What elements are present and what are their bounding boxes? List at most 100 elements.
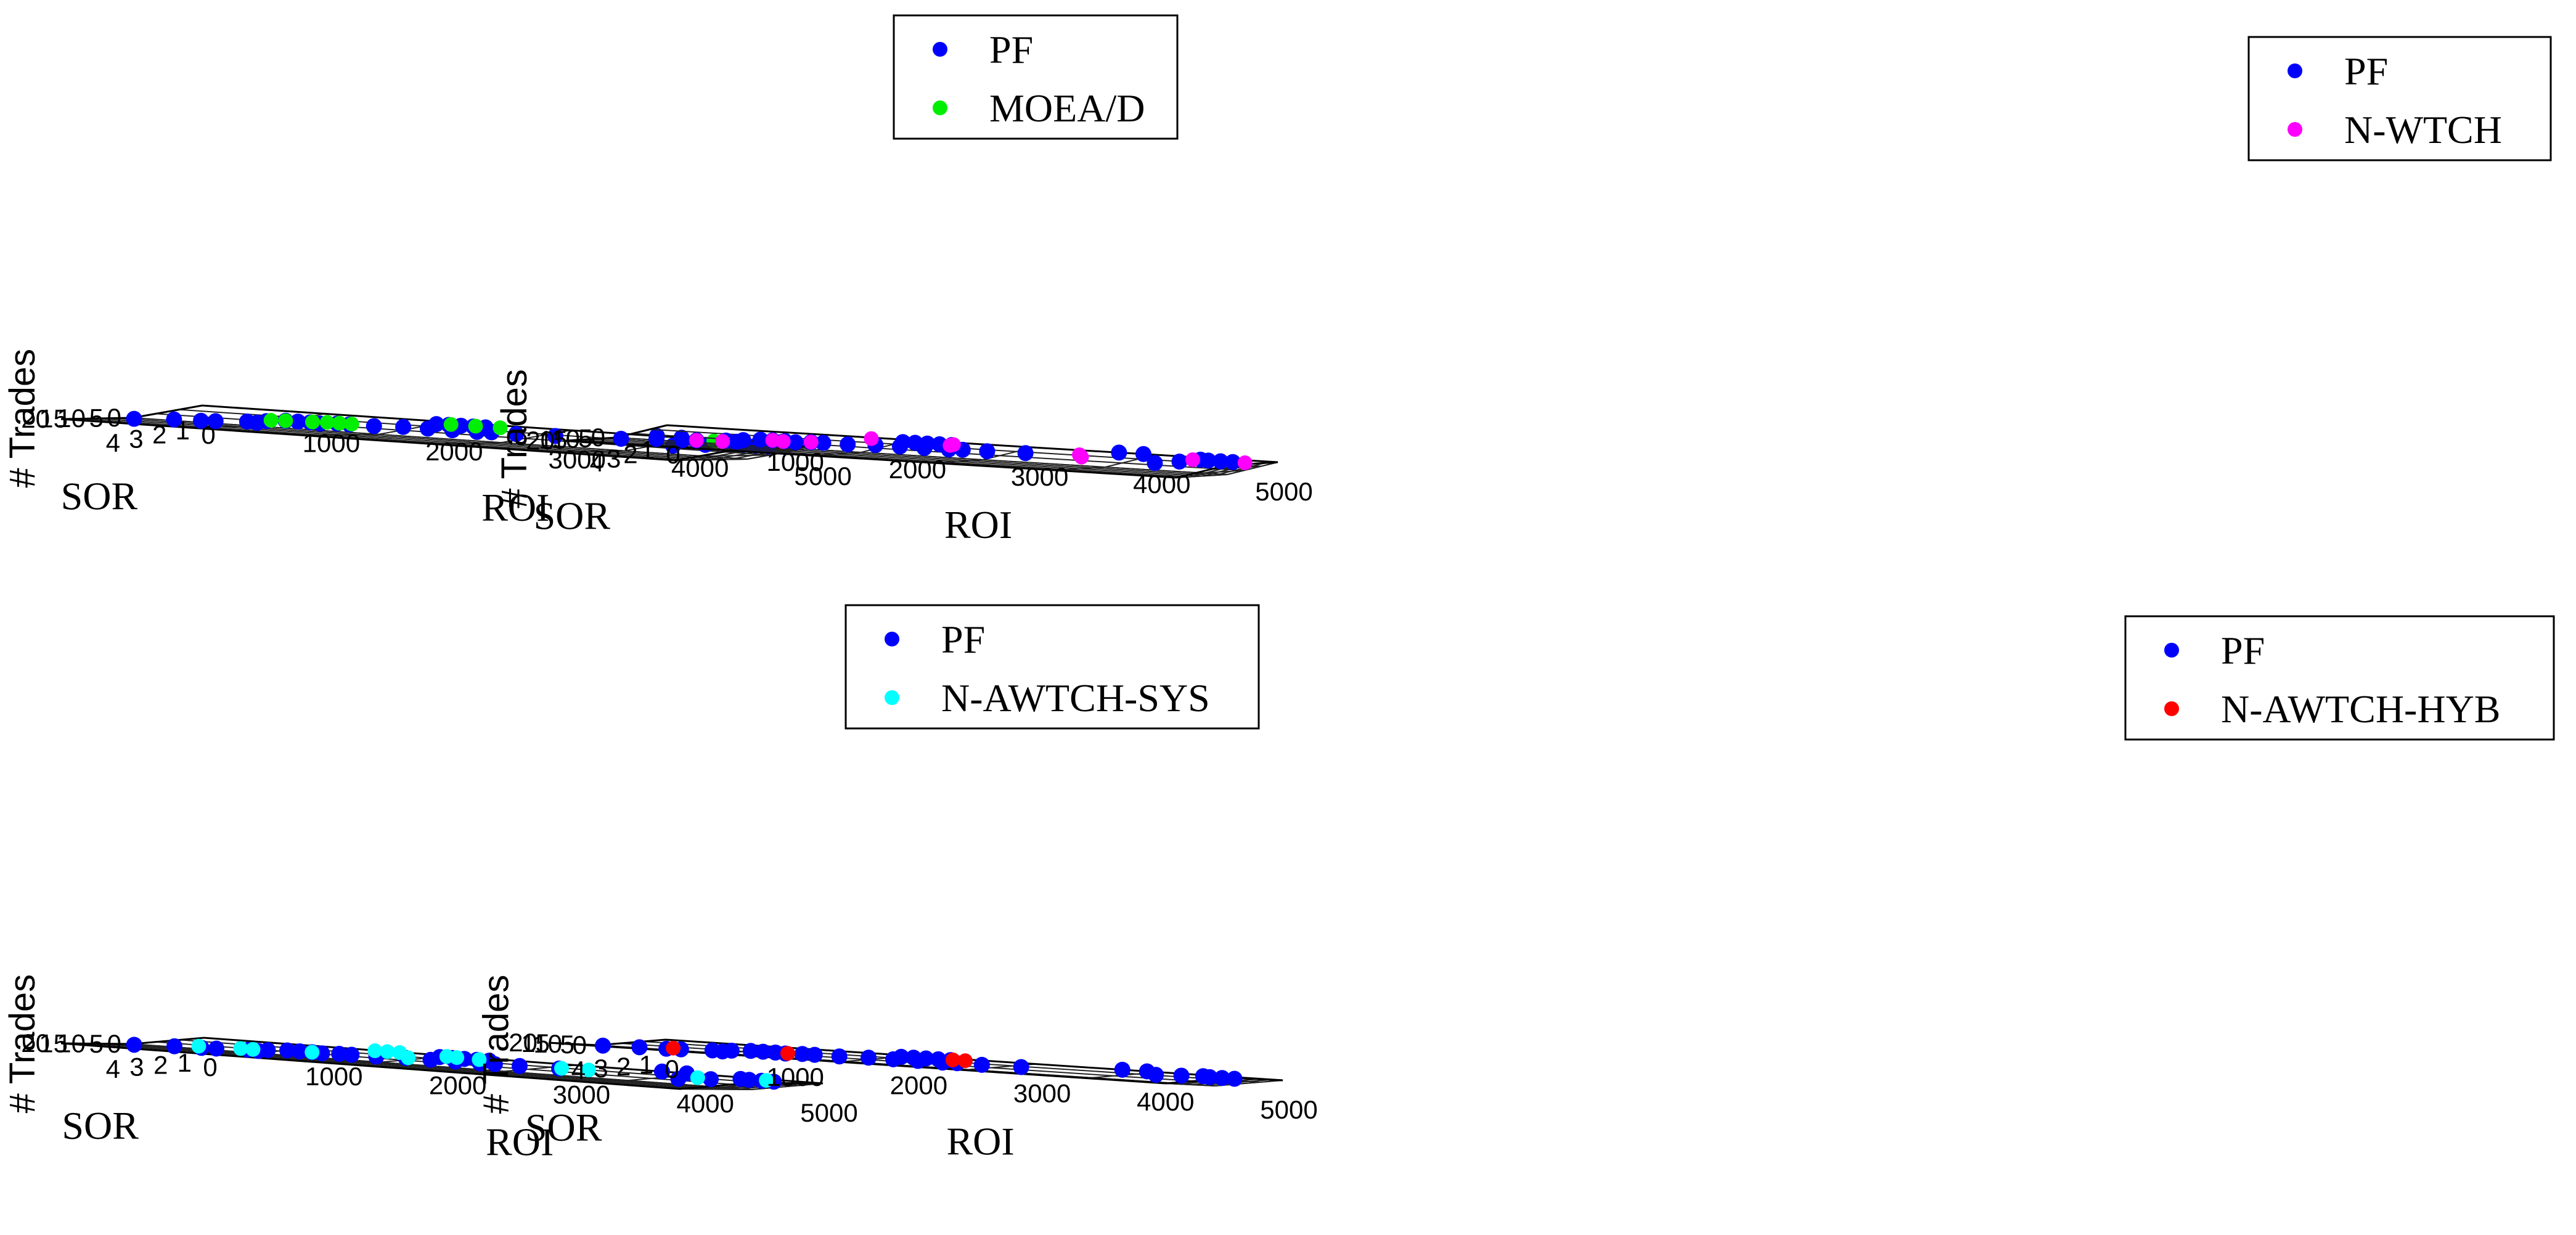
- data-point-n-awtch-hyb: [945, 1052, 960, 1067]
- legend: PF N-WTCH: [2247, 36, 2552, 161]
- x-axis-label: ROI: [944, 503, 1012, 547]
- legend-marker: [2164, 701, 2179, 716]
- z-axis-label: # Trades: [494, 369, 534, 508]
- legend-entry: N-WTCH: [2344, 108, 2502, 152]
- y-axis-label: SOR: [62, 1104, 139, 1147]
- data-point-pf: [723, 1042, 740, 1059]
- data-point-pf: [979, 443, 996, 460]
- data-point-pf: [1111, 444, 1127, 461]
- data-point-pf: [613, 430, 629, 447]
- y-tick-label: 1: [178, 1048, 192, 1077]
- y-tick-label: 2: [153, 1050, 168, 1079]
- z-axis-line: [60, 417, 133, 420]
- data-point-moea-d: [319, 415, 335, 430]
- data-point-pf: [861, 1050, 877, 1066]
- y-tick-label: 4: [106, 428, 120, 457]
- x-axis-line: [203, 1037, 824, 1085]
- data-point-pf: [815, 434, 832, 451]
- y-tick-label: 1: [639, 1050, 653, 1079]
- x-tick-label: 3000: [1011, 462, 1068, 491]
- data-point-pf: [1147, 455, 1163, 471]
- x-tick-label: 5000: [794, 462, 851, 491]
- legend-entry: N-AWTCH-SYS: [941, 676, 1210, 720]
- x-tick-label: 1000: [303, 428, 360, 457]
- data-point-pf: [831, 1048, 848, 1065]
- data-point-n-awtch-sys: [439, 1049, 454, 1064]
- data-point-pf: [907, 434, 923, 451]
- data-point-pf: [703, 1071, 719, 1088]
- data-point-pf: [343, 1046, 360, 1063]
- data-point-pf: [919, 435, 936, 452]
- x-tick-label: 3000: [1013, 1079, 1071, 1108]
- z-tick-label: 5: [578, 423, 592, 452]
- y-axis-line: [132, 1037, 205, 1045]
- legend-entry: PF: [2221, 629, 2265, 672]
- data-point-pf: [126, 1037, 142, 1053]
- y-tick-label: 2: [623, 440, 637, 469]
- data-point-moea-d: [278, 413, 293, 428]
- data-point-pf: [1013, 1059, 1029, 1075]
- data-point-pf: [794, 1046, 811, 1062]
- box-edge: [565, 439, 1177, 479]
- data-point-pf: [893, 1048, 910, 1065]
- z-tick-label: 15: [39, 404, 68, 433]
- legend-entry: PF: [989, 28, 1033, 71]
- grid-line: [78, 1043, 698, 1090]
- data-point-pf: [735, 432, 751, 449]
- legend-box: [2247, 36, 2552, 161]
- z-axis-label: # Trades: [2, 349, 43, 488]
- data-point-pf: [1226, 1070, 1243, 1087]
- data-point-pf: [648, 431, 664, 447]
- data-point-pf: [290, 414, 306, 430]
- data-point-n-wtch: [1237, 455, 1253, 470]
- data-point-n-awtch-sys: [367, 1043, 383, 1059]
- x-tick-label: 3000: [548, 445, 605, 474]
- z-tick-label: 10: [551, 425, 580, 454]
- legend-box: [2124, 615, 2555, 741]
- data-point-moea-d: [493, 420, 508, 436]
- z-tick-label: 0: [107, 1029, 121, 1058]
- z-axis-label: # Trades: [476, 975, 517, 1114]
- data-point-n-wtch: [765, 433, 780, 448]
- data-point-n-wtch: [1185, 452, 1200, 467]
- data-point-pf: [207, 413, 224, 430]
- data-point-n-awtch-sys: [392, 1045, 407, 1061]
- data-point-pf: [1171, 453, 1188, 470]
- box-edge: [548, 1041, 1166, 1085]
- x-tick-label: 5000: [1260, 1095, 1317, 1124]
- x-axis-label: ROI: [486, 1120, 554, 1164]
- chart-panel-3: 0 1000 2000 3000 4000 5000123405101520ROISOR#…: [2, 604, 1260, 1164]
- data-point-moea-d: [263, 413, 279, 428]
- y-tick-label: 3: [607, 444, 621, 473]
- data-point-n-wtch: [946, 437, 961, 452]
- x-tick-label: 4000: [676, 1089, 734, 1118]
- data-point-pf: [166, 1038, 182, 1054]
- y-tick-label: 3: [594, 1054, 608, 1083]
- data-point-pf: [674, 432, 691, 448]
- y-tick-label: 4: [571, 1056, 586, 1085]
- data-point-n-awtch-sys: [305, 1045, 320, 1060]
- x-tick-label: 0: [666, 440, 680, 469]
- legend-entry: PF: [2344, 49, 2388, 93]
- data-point-n-awtch-sys: [759, 1073, 774, 1088]
- data-point-pf: [806, 1046, 823, 1063]
- data-point-n-wtch: [689, 433, 704, 448]
- z-tick-label: 10: [57, 404, 86, 433]
- x-axis-label: ROI: [481, 486, 549, 529]
- data-point-pf: [331, 1046, 348, 1062]
- data-point-pf: [1114, 1061, 1131, 1078]
- z-tick-label: 20: [21, 1029, 50, 1058]
- z-axis-line: [565, 436, 617, 442]
- data-point-n-awtch-sys: [380, 1044, 395, 1059]
- x-tick-label: 5000: [800, 1098, 857, 1127]
- legend-entry: N-AWTCH-HYB: [2221, 687, 2500, 731]
- z-tick-label: 5: [89, 404, 104, 433]
- y-axis-label: SOR: [61, 474, 138, 518]
- z-tick-label: 15: [521, 1029, 550, 1058]
- y-axis-label: SOR: [525, 1106, 602, 1149]
- data-point-n-awtch-sys: [233, 1041, 248, 1056]
- data-point-pf: [279, 1042, 296, 1059]
- x-tick-label: 1000: [766, 1062, 824, 1091]
- y-axis-label: SOR: [534, 494, 611, 537]
- data-point-pf: [653, 1063, 670, 1080]
